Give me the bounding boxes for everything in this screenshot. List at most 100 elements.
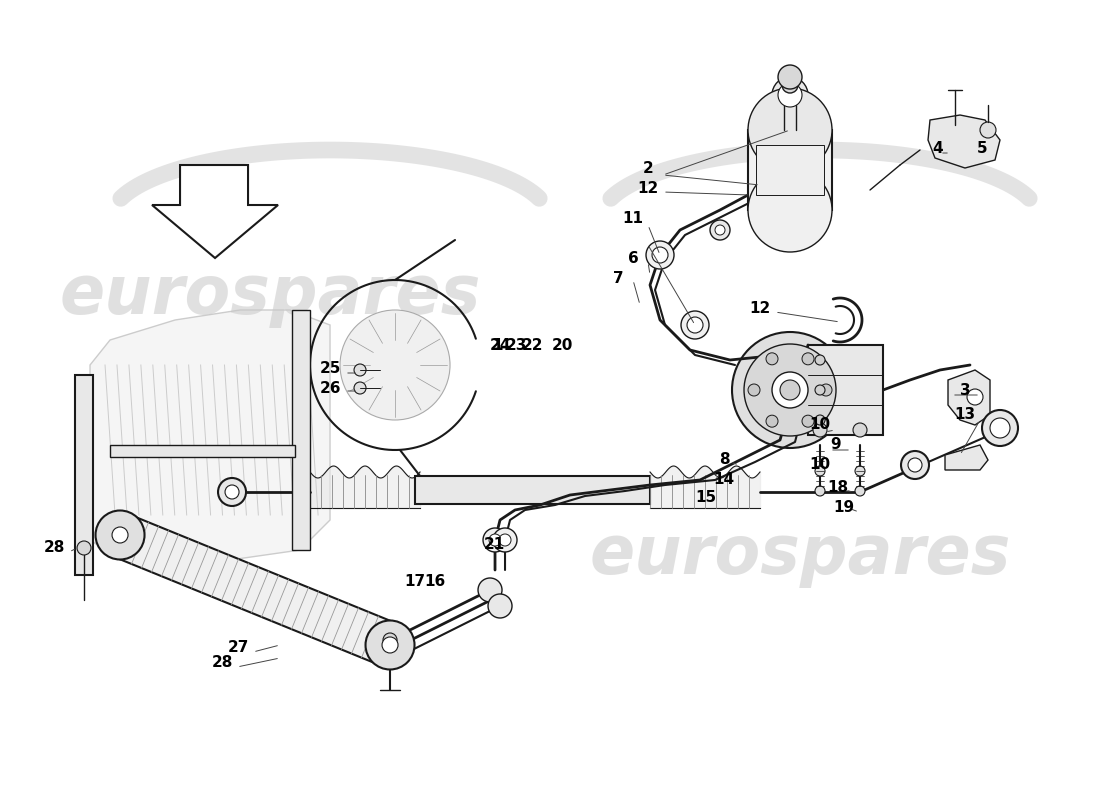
Text: 28: 28 [43, 541, 65, 555]
Text: 4: 4 [933, 141, 944, 155]
Circle shape [852, 423, 867, 437]
Text: 14: 14 [714, 473, 735, 487]
Text: 9: 9 [830, 438, 842, 453]
Circle shape [96, 510, 144, 559]
Polygon shape [928, 115, 1000, 168]
Circle shape [488, 594, 512, 618]
Text: 27: 27 [228, 641, 249, 655]
Text: 8: 8 [718, 453, 729, 467]
Circle shape [354, 382, 366, 394]
Bar [110, 445, 295, 457]
Circle shape [967, 389, 983, 405]
Circle shape [815, 466, 825, 476]
Circle shape [77, 541, 91, 555]
Text: 10: 10 [810, 418, 830, 433]
Circle shape [681, 311, 710, 339]
Circle shape [478, 578, 502, 602]
Polygon shape [152, 165, 278, 258]
Circle shape [383, 633, 397, 647]
Text: 5: 5 [977, 141, 988, 155]
Text: 15: 15 [695, 490, 716, 506]
Circle shape [815, 415, 825, 425]
Polygon shape [948, 370, 990, 425]
Circle shape [493, 528, 517, 552]
Circle shape [365, 621, 415, 670]
Circle shape [382, 637, 398, 653]
Text: 18: 18 [827, 481, 848, 495]
Text: 20: 20 [551, 338, 573, 353]
Circle shape [354, 364, 366, 376]
Text: 17: 17 [405, 574, 426, 590]
Circle shape [340, 310, 450, 420]
Circle shape [748, 88, 832, 172]
Bar [415, 476, 650, 504]
Circle shape [820, 384, 832, 396]
Polygon shape [90, 310, 330, 560]
Circle shape [802, 353, 814, 365]
Circle shape [815, 486, 825, 496]
Circle shape [766, 353, 778, 365]
Circle shape [748, 168, 832, 252]
Circle shape [990, 418, 1010, 438]
Text: 12: 12 [749, 301, 771, 315]
Circle shape [218, 478, 246, 506]
Circle shape [710, 220, 730, 240]
Polygon shape [945, 445, 988, 470]
Circle shape [688, 317, 703, 333]
Text: 7: 7 [613, 270, 624, 286]
Circle shape [732, 332, 848, 448]
Text: 25: 25 [319, 361, 341, 375]
Text: 13: 13 [955, 407, 976, 422]
Text: eurospares: eurospares [59, 262, 481, 328]
Circle shape [715, 225, 725, 235]
Text: 16: 16 [425, 574, 446, 590]
Circle shape [855, 466, 865, 476]
Text: eurospares: eurospares [590, 522, 1011, 588]
Text: 21: 21 [483, 538, 505, 553]
Circle shape [815, 355, 825, 365]
Circle shape [780, 380, 800, 400]
Circle shape [772, 77, 808, 113]
Bar [808, 345, 883, 435]
Text: 19: 19 [834, 501, 855, 515]
Circle shape [499, 534, 512, 546]
Text: 11: 11 [623, 210, 643, 226]
Circle shape [815, 385, 825, 395]
Text: 28: 28 [211, 655, 233, 670]
Circle shape [782, 77, 797, 93]
Circle shape [748, 384, 760, 396]
Bar [292, 310, 310, 550]
Circle shape [766, 415, 778, 427]
Bar [756, 145, 824, 195]
Circle shape [901, 451, 930, 479]
Circle shape [802, 415, 814, 427]
Circle shape [813, 423, 827, 437]
Text: 6: 6 [628, 250, 638, 266]
Text: 1: 1 [493, 338, 504, 353]
Text: 22: 22 [521, 338, 542, 353]
Circle shape [980, 122, 996, 138]
Circle shape [908, 458, 922, 472]
Circle shape [744, 344, 836, 436]
Circle shape [646, 241, 674, 269]
Text: 12: 12 [637, 181, 659, 195]
Text: 23: 23 [505, 338, 527, 353]
Circle shape [778, 83, 802, 107]
Text: 2: 2 [642, 161, 653, 175]
Circle shape [652, 247, 668, 263]
Circle shape [778, 65, 802, 89]
Circle shape [772, 372, 808, 408]
Text: 10: 10 [810, 458, 830, 473]
Circle shape [490, 534, 500, 546]
Circle shape [982, 410, 1018, 446]
Text: 24: 24 [490, 338, 510, 353]
Text: 26: 26 [319, 381, 341, 395]
Circle shape [112, 527, 128, 543]
Circle shape [226, 485, 239, 499]
Circle shape [855, 486, 865, 496]
Polygon shape [111, 514, 398, 666]
Circle shape [483, 528, 507, 552]
Bar [75, 375, 94, 575]
Text: 3: 3 [959, 382, 970, 398]
Bar [748, 130, 832, 210]
